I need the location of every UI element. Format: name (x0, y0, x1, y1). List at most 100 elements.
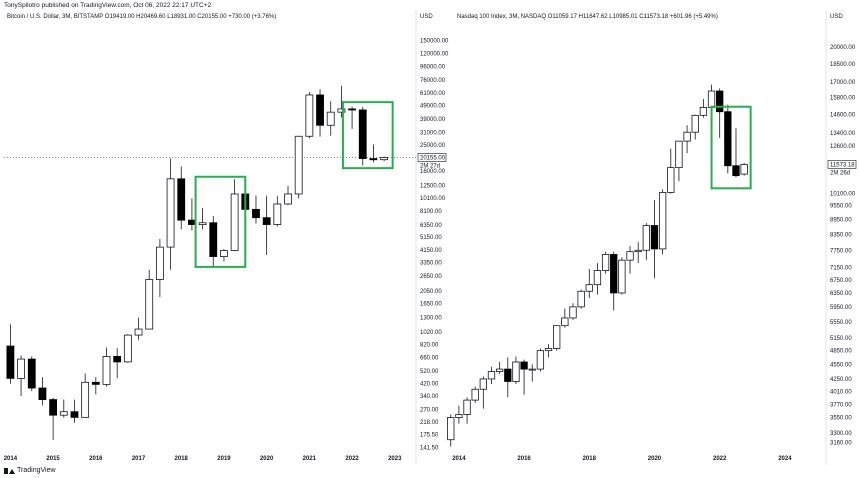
y-tick-label: 1020.00 (420, 330, 442, 336)
candle-body[interactable] (593, 270, 602, 286)
candle-body[interactable] (91, 381, 100, 385)
candle-body[interactable] (504, 368, 512, 382)
candle-body[interactable] (262, 217, 271, 225)
candle-body[interactable] (326, 111, 335, 126)
candle-body[interactable] (38, 387, 47, 400)
price-unit-label: USD (830, 14, 843, 20)
y-tick-label: 10100.00 (420, 196, 446, 202)
x-tick-label: 2017 (132, 456, 146, 462)
candle-body[interactable] (610, 254, 618, 294)
candle-body[interactable] (59, 411, 68, 416)
candle-body[interactable] (683, 131, 691, 142)
highlight-box (194, 175, 247, 268)
candle-body[interactable] (220, 250, 228, 257)
candle-body[interactable] (369, 158, 378, 161)
y-tick-label: 340.00 (420, 394, 439, 400)
y-tick-label: 31000.00 (420, 130, 446, 136)
candle-body[interactable] (561, 317, 569, 327)
y-tick-label: 2050.00 (420, 289, 442, 295)
y-tick-label: 76000.00 (420, 78, 446, 84)
candle-body[interactable] (134, 328, 143, 336)
candle-body[interactable] (691, 114, 699, 133)
candle-body[interactable] (569, 306, 577, 319)
candle-body[interactable] (70, 411, 79, 418)
chart-legend: Nasdaq 100 Index, 3M, NASDAQ O11059.17 H… (457, 14, 718, 20)
candle-body[interactable] (463, 399, 471, 415)
y-tick-label: 1650.00 (420, 302, 442, 308)
candle-body[interactable] (316, 94, 324, 126)
candle-body[interactable] (512, 361, 520, 382)
last-price-value: 11573.18 (830, 162, 855, 168)
candle-body[interactable] (667, 167, 675, 193)
candle-body[interactable] (380, 157, 389, 161)
candle-body[interactable] (17, 358, 25, 379)
candle-body[interactable] (166, 178, 175, 248)
y-tick-label: 25000.00 (420, 143, 446, 149)
candle-body[interactable] (230, 193, 239, 251)
y-tick-label: 4010.00 (830, 389, 852, 395)
y-tick-label: 39000.00 (420, 117, 446, 123)
candle-body[interactable] (305, 94, 314, 137)
candle-body[interactable] (348, 108, 356, 111)
candle-body[interactable] (188, 219, 196, 225)
candle-body[interactable] (284, 193, 292, 205)
candle-body[interactable] (707, 90, 716, 108)
candle-body[interactable] (601, 254, 610, 271)
candle-body[interactable] (495, 368, 504, 372)
candle-body[interactable] (553, 325, 561, 349)
candle-body[interactable] (102, 356, 111, 385)
candle-body[interactable] (544, 348, 553, 352)
y-tick-label: 6750.00 (830, 278, 852, 284)
y-tick-label: 2650.00 (420, 274, 442, 280)
bitcoin-chart[interactable]: Bitcoin / U.S. Dollar, 3M, BITSTAMP O194… (4, 10, 449, 465)
candle-body[interactable] (198, 222, 207, 225)
y-tick-label: 15800.00 (830, 96, 856, 102)
nasdaq-chart[interactable]: Nasdaq 100 Index, 3M, NASDAQ O11059.17 H… (447, 10, 857, 465)
tradingview-footer[interactable]: TradingView (4, 467, 56, 474)
candle-body[interactable] (650, 225, 659, 250)
candle-body[interactable] (536, 350, 545, 370)
candle-body[interactable] (155, 246, 164, 280)
candle-body[interactable] (6, 345, 15, 379)
candle-body[interactable] (209, 222, 218, 257)
candle-body[interactable] (27, 358, 36, 389)
candle-body[interactable] (358, 109, 367, 159)
candle-body[interactable] (447, 417, 455, 441)
candle-body[interactable] (528, 368, 536, 371)
candle-body[interactable] (113, 356, 122, 363)
candle-body[interactable] (675, 140, 683, 169)
candle-body[interactable] (520, 361, 528, 370)
candle-body[interactable] (81, 381, 90, 418)
candle-body[interactable] (658, 192, 667, 250)
candle-body[interactable] (337, 108, 346, 113)
candle-body[interactable] (577, 290, 585, 308)
candle-body[interactable] (618, 259, 626, 294)
x-tick-label: 2018 (583, 456, 597, 462)
candle-body[interactable] (177, 178, 186, 221)
candle-body[interactable] (724, 111, 732, 167)
candle-body[interactable] (740, 163, 748, 175)
candle-body[interactable] (732, 165, 740, 177)
candle-body[interactable] (471, 388, 479, 401)
publisher-header: TonySpilotro published on TradingView.co… (4, 2, 212, 9)
y-tick-label: 8950.00 (830, 217, 852, 223)
y-tick-label: 12600.00 (830, 144, 856, 150)
candle-body[interactable] (487, 371, 496, 380)
candle-body[interactable] (642, 225, 650, 251)
candle-body[interactable] (626, 251, 634, 261)
candle-body[interactable] (252, 208, 260, 219)
y-tick-label: 18500.00 (830, 62, 856, 68)
candle-body[interactable] (273, 203, 282, 225)
candle-body[interactable] (479, 378, 487, 390)
candle-body[interactable] (699, 107, 708, 116)
candle-body[interactable] (455, 414, 463, 418)
candle-body[interactable] (716, 90, 724, 113)
candle-body[interactable] (49, 399, 58, 416)
candle-body[interactable] (634, 249, 642, 253)
y-tick-label: 5950.00 (830, 305, 852, 311)
candle-body[interactable] (294, 135, 303, 195)
candle-body[interactable] (145, 279, 154, 330)
candle-body[interactable] (585, 284, 593, 292)
candle-body[interactable] (123, 334, 132, 363)
